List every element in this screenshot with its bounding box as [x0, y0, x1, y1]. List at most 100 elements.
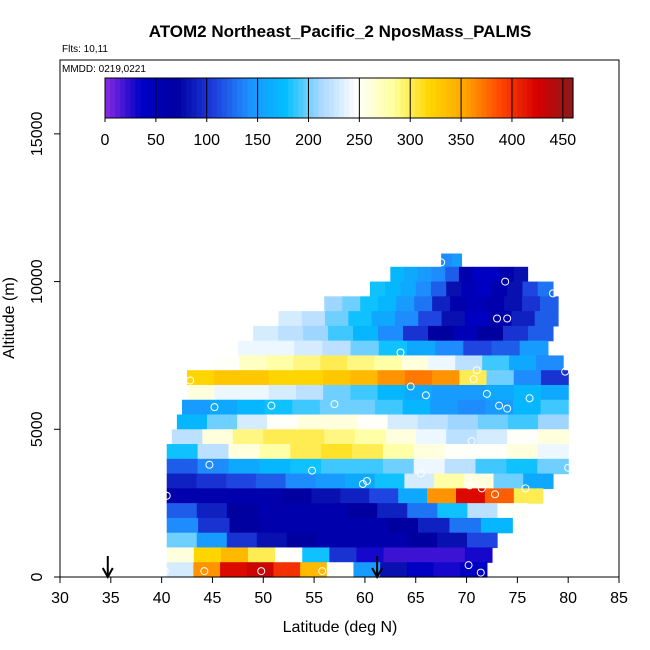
heatmap-cell	[431, 266, 446, 283]
heatmap-cell	[418, 311, 443, 327]
y-axis: 0 5000 10000 15000	[29, 112, 60, 581]
x-axis: 30 35 40 45 50 55 60 65 70 75 80 85	[51, 577, 628, 607]
colorbar-swatch	[186, 78, 193, 118]
heatmap-cell	[461, 281, 478, 297]
sample-point	[162, 491, 171, 500]
heatmap-cell	[228, 458, 260, 475]
colorbar-swatch	[389, 78, 396, 118]
heatmap-cell	[275, 547, 303, 563]
heatmap-cell	[295, 384, 324, 401]
heatmap-cell	[396, 296, 415, 312]
colorbar-swatch	[557, 78, 564, 118]
heatmap-cell	[246, 562, 275, 578]
heatmap-cell	[255, 473, 287, 489]
colorbar-swatch	[298, 78, 304, 118]
heatmap-cell	[435, 340, 464, 357]
heatmap-cell	[493, 473, 524, 489]
heatmap-cell	[286, 503, 318, 519]
heatmap-cell	[187, 384, 215, 401]
heatmap-cell	[522, 296, 541, 312]
y-tick-label: 10000	[29, 259, 46, 304]
heatmap-cell	[264, 399, 293, 416]
heatmap-cell	[286, 532, 318, 549]
sample-point	[267, 401, 276, 410]
heatmap-cell	[196, 532, 228, 549]
heatmap-cell	[472, 266, 487, 283]
sample-point	[476, 568, 485, 577]
heatmap-cell	[432, 384, 460, 401]
colorbar-swatch	[415, 78, 421, 118]
heatmap-cell	[325, 311, 349, 327]
plot-frame	[59, 59, 620, 578]
heatmap-cell	[540, 384, 569, 401]
sample-point	[406, 382, 415, 391]
heatmap-cell	[220, 562, 248, 578]
heatmap-cell	[193, 562, 221, 578]
heatmap-cell	[241, 370, 270, 386]
heatmap-cell	[214, 370, 243, 386]
y-axis-label: Altitude (m)	[1, 277, 18, 359]
heatmap-cell	[326, 562, 355, 578]
colorbar-swatch	[308, 78, 315, 118]
heatmap-cell	[415, 281, 432, 297]
heatmap-cell	[476, 429, 508, 445]
heatmap-cell	[475, 458, 508, 475]
colorbar-swatch	[547, 78, 554, 118]
heatmap-cell	[226, 532, 258, 549]
colorbar-swatch	[450, 78, 457, 118]
heatmap-cell	[436, 532, 468, 549]
colorbar-swatch	[410, 78, 416, 118]
heatmap-cell	[196, 473, 227, 489]
colorbar-swatch	[313, 78, 320, 118]
heatmap-cell	[166, 488, 197, 504]
heatmap-cell	[356, 547, 385, 563]
heatmap-cell	[537, 458, 569, 475]
sample-point	[503, 404, 512, 413]
heatmap-cell	[166, 503, 198, 519]
colorbar-swatch	[349, 78, 355, 118]
heatmap-cell	[485, 399, 514, 416]
heatmap-cell	[455, 488, 486, 504]
dates-label: MMDD: 0219,0221	[62, 64, 146, 75]
heatmap-cell	[460, 562, 488, 578]
heatmap-cell	[228, 444, 260, 460]
heatmap-cell	[467, 503, 499, 519]
sample-point	[257, 567, 266, 576]
colorbar-swatch	[145, 78, 152, 118]
colorbar-swatch	[501, 78, 508, 118]
colorbar-swatch	[496, 78, 503, 118]
heatmap-cell	[475, 444, 508, 460]
colorbar-swatch	[160, 78, 167, 118]
sample-points	[160, 258, 573, 577]
colorbar-swatch	[150, 78, 157, 118]
heatmap-cell	[376, 532, 408, 549]
heatmap-cell	[480, 517, 513, 534]
heatmap-cell	[513, 488, 544, 504]
heatmap-cell	[374, 473, 405, 489]
colorbar-swatch	[227, 78, 233, 118]
sample-point	[477, 484, 486, 493]
heatmap-cell	[410, 547, 439, 563]
heatmap-cell	[506, 444, 538, 460]
colorbar-tick-label: 350	[448, 132, 475, 149]
heatmap-cell	[209, 399, 238, 416]
colorbar-swatch	[364, 78, 371, 118]
colorbar-swatch	[257, 78, 264, 118]
heatmap-cell	[292, 399, 321, 416]
heatmap-cell	[259, 444, 291, 460]
heatmap-cell	[241, 384, 270, 401]
heatmap-cell	[253, 488, 284, 504]
colorbar-swatch	[201, 78, 208, 118]
heatmap-cell	[206, 414, 238, 430]
heatmap-cell	[513, 266, 529, 283]
heatmap-cell	[445, 266, 460, 283]
sample-point	[472, 366, 481, 375]
x-tick-label: 65	[407, 590, 425, 607]
heatmap-cell	[486, 370, 515, 386]
colorbar-swatch	[125, 78, 132, 118]
heatmap-cell	[290, 444, 322, 460]
heatmap-cell	[458, 266, 474, 283]
sample-point	[396, 348, 405, 357]
colorbar-swatch	[333, 78, 340, 118]
x-tick-label: 80	[559, 590, 577, 607]
